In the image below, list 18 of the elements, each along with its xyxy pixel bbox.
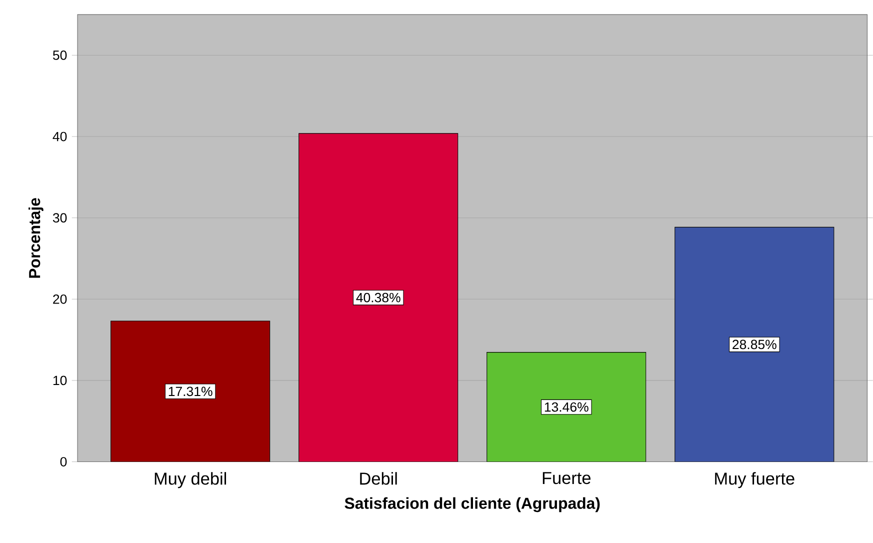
x-tick-label: Fuerte bbox=[542, 472, 590, 484]
y-tick-label: 10 bbox=[53, 376, 67, 386]
data-label: 40.38% bbox=[356, 293, 400, 302]
x-tick-label: Debil bbox=[360, 472, 397, 485]
x-axis-title: Satisfacion del cliente (Agrupada) bbox=[344, 497, 600, 512]
x-tick-label: Muy fuerte bbox=[715, 472, 794, 488]
y-axis-title: Porcentaje bbox=[28, 198, 44, 278]
bar bbox=[298, 133, 458, 462]
bar bbox=[674, 227, 834, 462]
y-tick-label: 20 bbox=[53, 294, 67, 304]
data-label: 28.85% bbox=[732, 340, 776, 350]
y-tick-label: 30 bbox=[52, 213, 67, 223]
y-tick-label: 40 bbox=[52, 132, 67, 142]
data-label: 13.46% bbox=[544, 402, 588, 412]
x-tick-label: Muy debil bbox=[154, 472, 226, 488]
data-label: 17.31% bbox=[168, 386, 212, 396]
y-tick-label: 0 bbox=[60, 457, 67, 467]
y-tick-label: 50 bbox=[52, 50, 67, 60]
